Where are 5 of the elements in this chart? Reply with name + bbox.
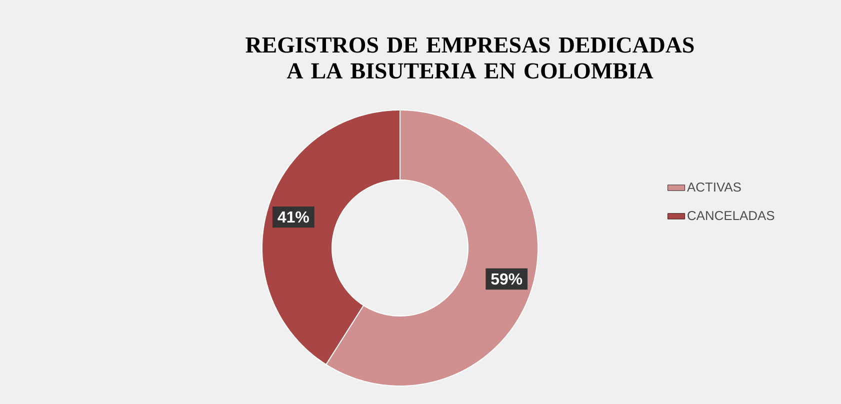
data-label: 59% [491,273,522,285]
legend-label: CANCELADAS [688,210,774,220]
legend-label: ACTIVAS [687,182,741,192]
data-label: 41% [278,211,309,223]
chart-title: REGISTROS DE EMPRESAS DEDICADAS A LA BISUTERIA EN COLOMBIA [246,37,694,79]
